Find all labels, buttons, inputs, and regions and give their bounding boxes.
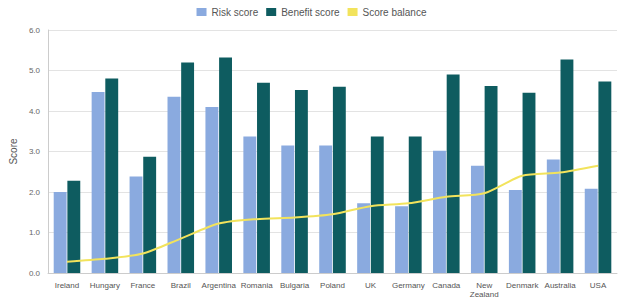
svg-text:USA: USA [590,281,607,290]
svg-text:Bulgaria: Bulgaria [280,281,310,290]
svg-text:Score balance: Score balance [363,7,427,18]
svg-text:Germany: Germany [392,281,425,290]
svg-text:France: France [130,281,155,290]
svg-text:Denmark: Denmark [506,281,539,290]
svg-text:Romania: Romania [241,281,274,290]
svg-text:Score: Score [8,138,19,165]
svg-text:2.0: 2.0 [29,188,41,197]
svg-text:Australia: Australia [545,281,577,290]
svg-text:Brazil: Brazil [171,281,191,290]
svg-text:6.0: 6.0 [29,26,41,35]
svg-text:UK: UK [365,281,377,290]
svg-text:Argentina: Argentina [202,281,237,290]
svg-text:4.0: 4.0 [29,107,41,116]
svg-text:3.0: 3.0 [29,147,41,156]
svg-text:New: New [476,281,492,290]
svg-text:5.0: 5.0 [29,66,41,75]
svg-text:Benefit score: Benefit score [281,7,340,18]
svg-text:Risk score: Risk score [212,7,259,18]
svg-text:Ireland: Ireland [55,281,79,290]
svg-text:1.0: 1.0 [29,228,41,237]
svg-text:Canada: Canada [432,281,461,290]
svg-text:Zealand: Zealand [470,290,499,299]
svg-text:Poland: Poland [320,281,345,290]
svg-text:0.0: 0.0 [29,269,41,278]
svg-text:Hungary: Hungary [90,281,120,290]
